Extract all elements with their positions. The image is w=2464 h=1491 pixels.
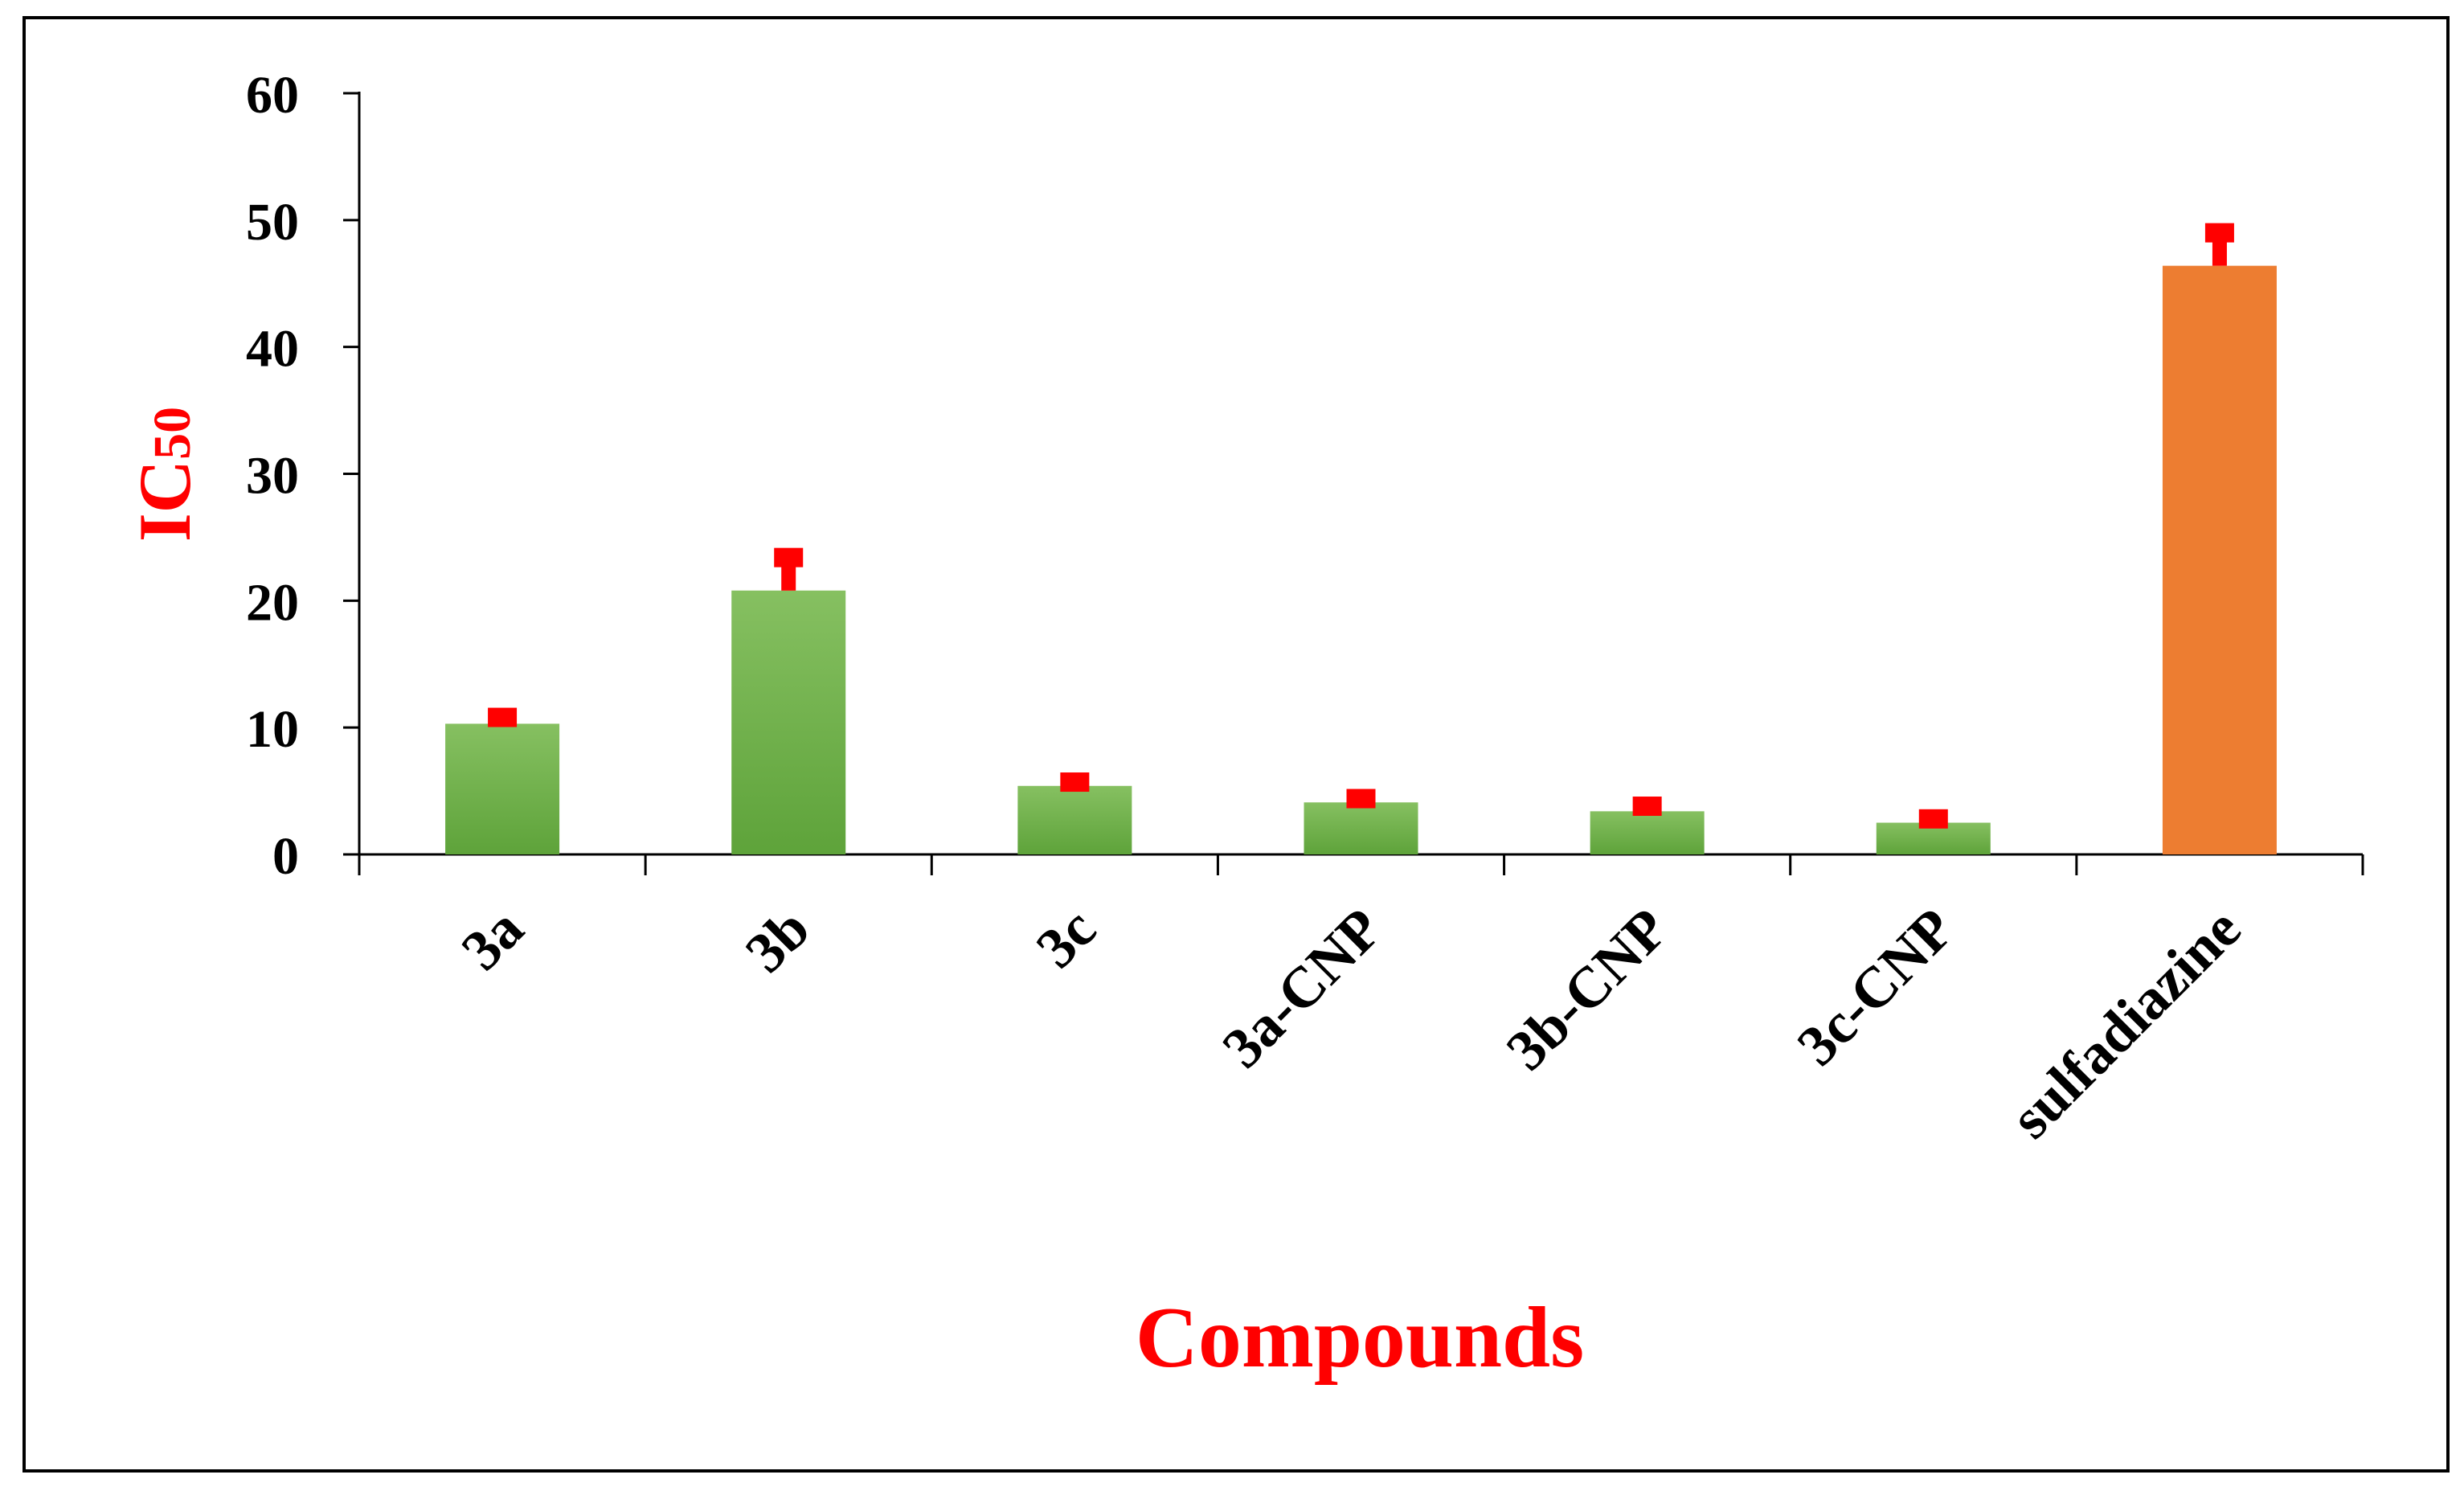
error-bars — [488, 223, 2234, 829]
error-bar-3a — [488, 707, 518, 727]
bar-3b-CNP — [1590, 811, 1705, 854]
bar-3a-CNP — [1304, 802, 1418, 854]
y-tick-label: 20 — [246, 573, 299, 632]
error-bar-3b-CNP — [1632, 797, 1662, 817]
bar-3b — [731, 590, 846, 854]
y-tick-label: 0 — [272, 827, 299, 886]
bars — [445, 265, 2277, 854]
bar-sulfadiazine — [2162, 265, 2277, 854]
error-bar-3a-CNP — [1346, 789, 1376, 809]
error-bar-3b — [774, 547, 804, 591]
y-tick-label: 60 — [246, 66, 299, 125]
bar-3c — [1017, 785, 1132, 854]
error-bar-3c — [1060, 772, 1090, 793]
y-tick-label: 10 — [246, 700, 299, 759]
y-tick-label: 40 — [246, 320, 299, 379]
error-bar-sulfadiazine — [2204, 223, 2234, 266]
y-tick-label: 50 — [246, 193, 299, 252]
x-axis-label: Compounds — [1136, 1290, 1584, 1386]
y-tick-labels: 0 10 20 30 40 50 60 — [246, 66, 299, 886]
y-axis-label-main: IC — [124, 460, 206, 542]
bar-3a — [445, 723, 560, 854]
y-axis-label: IC50 — [124, 407, 206, 542]
chart-border — [23, 16, 2450, 1473]
error-bar-3c-CNP — [1918, 809, 1948, 829]
y-tick-label: 30 — [246, 447, 299, 506]
y-axis-label-subscript: 50 — [143, 407, 202, 460]
